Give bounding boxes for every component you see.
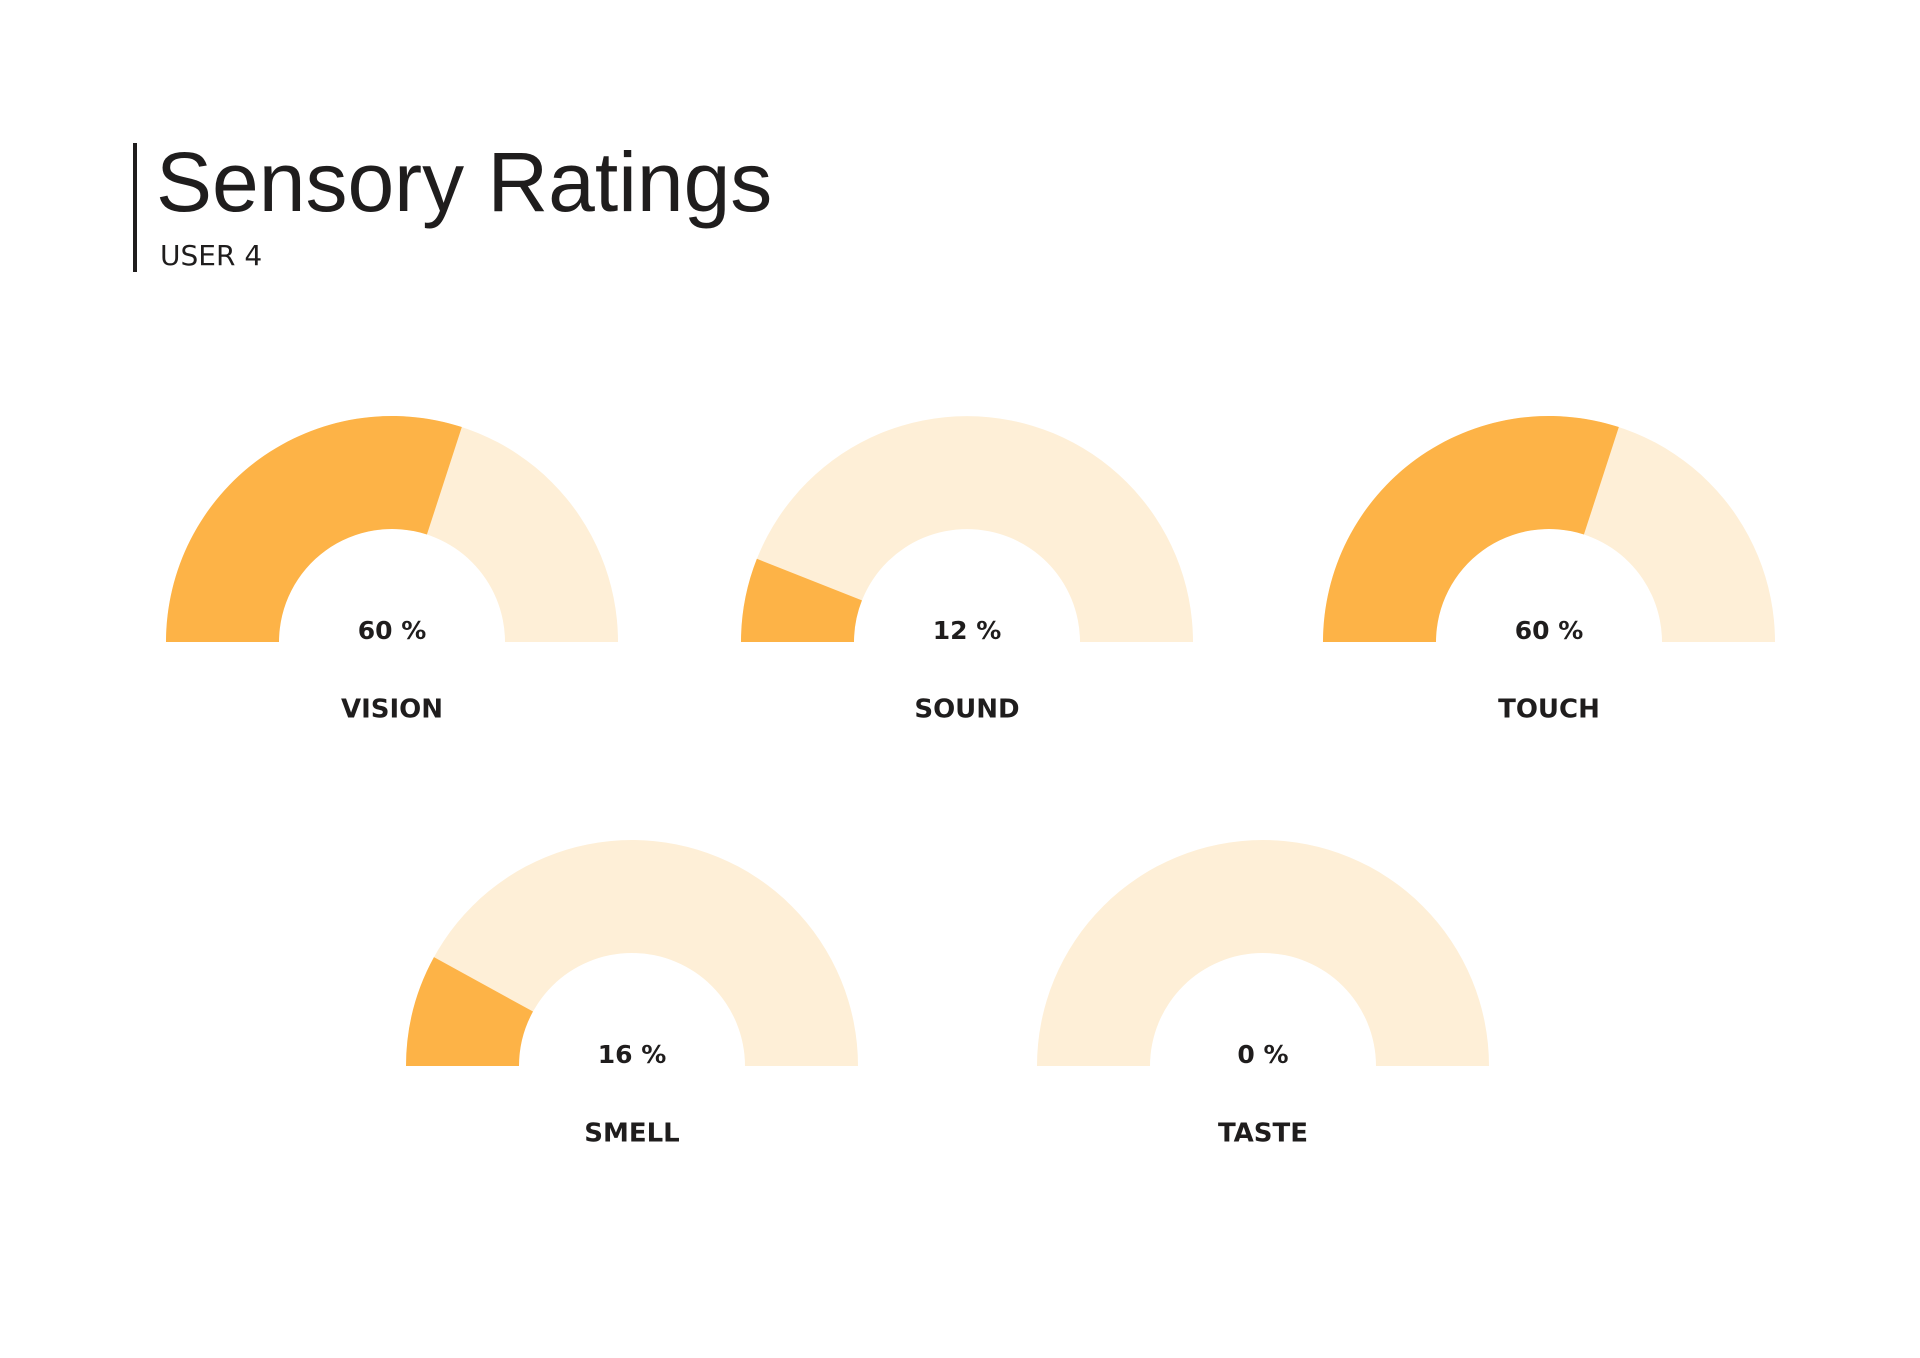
value-label: 0 % bbox=[1237, 1040, 1288, 1069]
gauge-label: TASTE bbox=[1218, 1119, 1308, 1149]
gauge-fill bbox=[1323, 415, 1619, 642]
value-label: 12 % bbox=[933, 616, 1002, 645]
page-title: Sensory Ratings bbox=[156, 135, 772, 229]
gauge-track bbox=[741, 416, 1193, 642]
gauge-label: VISION bbox=[341, 695, 443, 725]
value-label: 16 % bbox=[598, 1040, 667, 1069]
gauge-fill bbox=[406, 957, 533, 1066]
value-label: 60 % bbox=[1515, 616, 1584, 645]
page-subtitle: USER 4 bbox=[160, 239, 262, 272]
gauge-label: TOUCH bbox=[1498, 695, 1600, 725]
gauge-label: SMELL bbox=[584, 1119, 680, 1149]
gauge-fill bbox=[166, 415, 462, 642]
gauge-label: SOUND bbox=[914, 695, 1019, 725]
value-label: 60 % bbox=[358, 616, 427, 645]
gauge-fill bbox=[740, 558, 862, 642]
gauge-track bbox=[1037, 840, 1489, 1066]
